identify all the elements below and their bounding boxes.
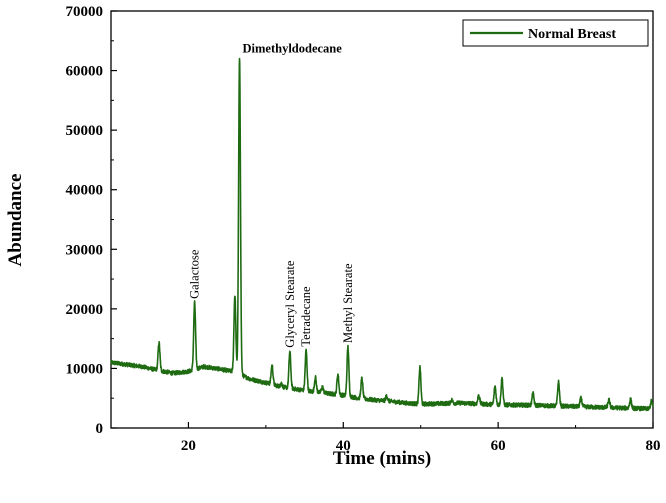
y-tick-label: 20000	[66, 302, 104, 318]
y-tick-label: 60000	[66, 64, 104, 80]
legend: Normal Breast	[462, 19, 649, 47]
series-layer	[110, 57, 654, 412]
peak-label: Galactose	[188, 249, 202, 299]
y-tick-label: 30000	[66, 242, 104, 258]
axis-ticks: 0 10000 20000 30000 40000 50000 60000 70000 20 40…	[66, 4, 661, 454]
x-tick-label: 40	[336, 438, 351, 454]
y-tick-label: 10000	[66, 361, 104, 377]
x-tick-label: 20	[181, 438, 196, 454]
y-tick-label: 70000	[66, 4, 104, 20]
peak-label: Methyl Stearate	[341, 263, 355, 343]
y-tick-label: 40000	[66, 183, 104, 199]
peak-annotations: Dimethyldodecane Galactose Glyceryl Steara…	[188, 42, 355, 348]
legend-label-normal-breast: Normal Breast	[528, 27, 616, 42]
y-tick-label: 50000	[66, 123, 104, 139]
y-tick-label: 0	[96, 421, 104, 437]
plot-area	[110, 10, 654, 429]
series-line-normal-breast	[110, 57, 654, 412]
peak-label: Glyceryl Stearate	[283, 260, 297, 348]
y-axis-title: Abundance	[5, 174, 26, 267]
x-tick-label: 60	[491, 438, 506, 454]
peak-label: Tetradecane	[299, 286, 313, 347]
peak-label: Dimethyldodecane	[243, 42, 343, 56]
x-tick-label: 80	[646, 438, 661, 454]
x-axis-title: Time (mins)	[333, 448, 431, 469]
